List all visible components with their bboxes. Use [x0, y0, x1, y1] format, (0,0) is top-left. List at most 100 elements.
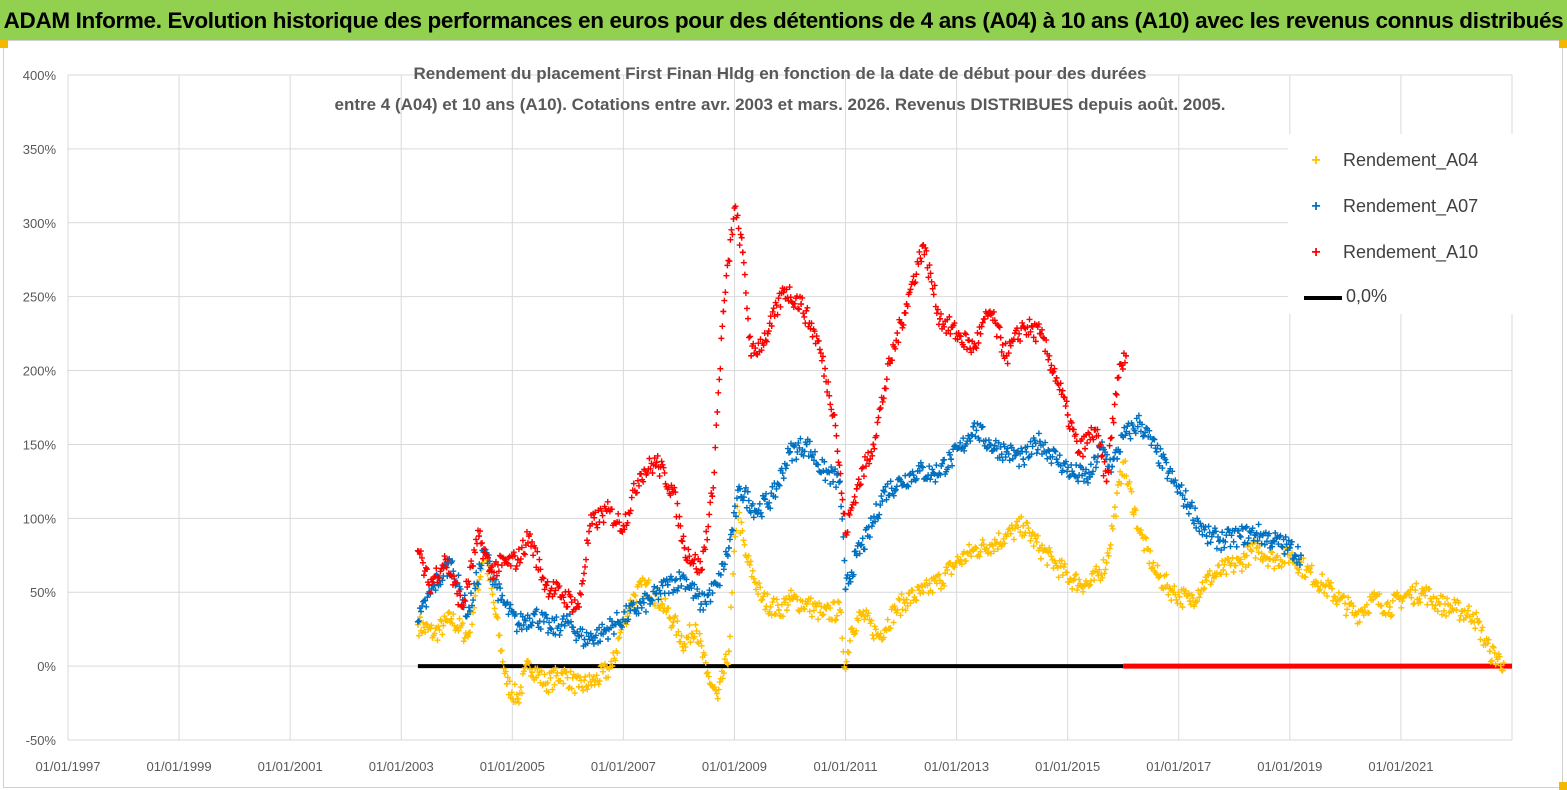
data-point — [916, 587, 923, 594]
data-point — [736, 242, 743, 249]
data-point — [1382, 611, 1389, 618]
data-point — [780, 289, 787, 296]
data-point — [1345, 594, 1352, 601]
data-point — [720, 566, 727, 573]
data-point — [1085, 582, 1092, 589]
data-point — [975, 340, 982, 347]
data-point — [1093, 563, 1100, 570]
data-point — [929, 466, 936, 473]
data-point — [680, 647, 687, 654]
data-point — [542, 611, 549, 618]
data-point — [593, 521, 600, 528]
data-point — [1179, 604, 1186, 611]
data-point — [1127, 435, 1134, 442]
x-tick-label: 01/01/2011 — [813, 759, 877, 774]
data-point — [979, 536, 986, 543]
data-point — [715, 389, 722, 396]
data-point — [971, 340, 978, 347]
data-point — [855, 476, 862, 483]
data-point — [1051, 365, 1058, 372]
data-point — [686, 553, 693, 560]
data-point — [871, 445, 878, 452]
data-point — [747, 558, 754, 565]
data-point — [1476, 618, 1483, 625]
data-point — [493, 572, 500, 579]
data-point — [766, 608, 773, 615]
data-point — [968, 553, 975, 560]
data-point — [436, 575, 443, 582]
x-axis-tick-labels: 01/01/1997 01/01/1999 01/01/2001 01/01/2003… — [35, 759, 1433, 774]
data-point — [1472, 625, 1479, 632]
data-point — [571, 690, 578, 697]
data-point — [873, 632, 880, 639]
data-point — [1467, 613, 1473, 620]
data-point — [773, 485, 780, 492]
data-point — [1150, 559, 1157, 566]
data-point — [1359, 608, 1366, 615]
data-point — [1347, 600, 1354, 607]
data-point — [728, 526, 735, 533]
data-point — [874, 631, 881, 638]
data-point — [722, 651, 729, 658]
data-point — [755, 591, 762, 598]
data-point — [1196, 594, 1203, 601]
chart-title-line-2: entre 4 (A04) et 10 ans (A10). Cotations… — [334, 95, 1226, 114]
data-point — [1141, 547, 1148, 554]
data-point — [544, 578, 551, 585]
data-point — [892, 486, 899, 493]
data-point — [519, 613, 526, 620]
data-point — [616, 519, 623, 526]
data-point — [594, 524, 601, 531]
data-point — [1365, 610, 1372, 617]
data-point — [1363, 601, 1370, 608]
data-point — [811, 448, 818, 455]
data-point — [747, 333, 754, 340]
data-point — [1165, 591, 1172, 598]
data-point — [773, 596, 780, 603]
data-point — [567, 618, 574, 625]
data-point — [662, 595, 669, 602]
data-point — [576, 674, 583, 681]
data-point — [531, 611, 538, 618]
data-point — [437, 581, 444, 588]
data-point — [1103, 559, 1110, 566]
data-point — [517, 684, 524, 691]
data-point — [883, 496, 890, 503]
data-point — [995, 323, 1002, 330]
data-point — [897, 612, 904, 619]
data-point — [1271, 538, 1278, 545]
data-point — [876, 511, 883, 518]
data-point — [432, 587, 439, 594]
data-point — [509, 696, 516, 703]
legend-marker-a04: + — [1311, 152, 1321, 169]
data-point — [422, 597, 429, 604]
data-point — [894, 607, 901, 614]
data-point — [1072, 431, 1079, 438]
data-point — [716, 679, 723, 686]
data-point — [1163, 459, 1170, 466]
data-point — [1064, 411, 1071, 418]
data-point — [768, 612, 775, 619]
data-point — [530, 552, 537, 559]
data-point — [449, 558, 456, 565]
data-point — [917, 459, 924, 466]
data-point — [770, 305, 777, 312]
data-point — [1137, 527, 1144, 534]
data-point — [1061, 394, 1068, 401]
data-point — [739, 497, 746, 504]
data-point — [1021, 461, 1028, 468]
data-point — [743, 504, 750, 511]
data-point — [725, 648, 732, 655]
data-point — [1049, 453, 1056, 460]
data-point — [441, 553, 448, 560]
data-point — [587, 630, 594, 637]
data-point — [877, 630, 884, 637]
data-point — [1278, 543, 1285, 550]
data-point — [875, 414, 882, 421]
data-point — [658, 458, 665, 465]
data-point — [1295, 569, 1302, 576]
data-point — [1004, 360, 1011, 367]
data-point — [663, 609, 670, 616]
data-point — [1084, 479, 1091, 486]
data-point — [432, 573, 439, 580]
